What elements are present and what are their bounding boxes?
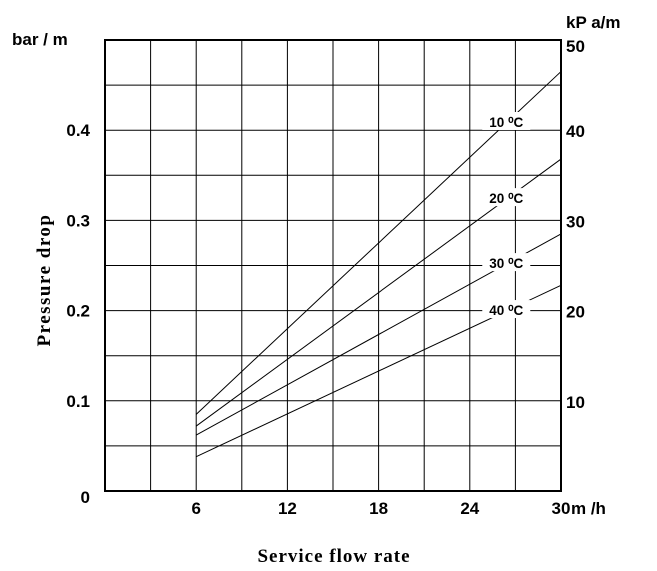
x-tick-label: 6: [191, 499, 200, 518]
y-left-tick-label: 0.4: [66, 121, 90, 140]
x-tick-label: 18: [369, 499, 388, 518]
y-left-tick-label: 0.3: [66, 211, 90, 230]
y-left-tick-label: 0: [81, 488, 90, 507]
x-unit: m /h: [571, 499, 606, 518]
x-tick-label: 30: [552, 499, 571, 518]
x-axis-label: Service flow rate: [257, 546, 410, 567]
y-right-tick-label: 10: [566, 393, 585, 412]
y-axis-label: Pressure drop: [34, 214, 55, 347]
x-tick-labels: 6 12 18 24 30: [191, 499, 570, 518]
y-left-tick-label: 0.2: [66, 302, 90, 321]
series-label: 40 ⁰C: [489, 303, 523, 318]
x-tick-label: 24: [460, 499, 479, 518]
y-right-tick-labels: 10 20 30 40 50: [566, 37, 585, 412]
series-label: 10 ⁰C: [489, 115, 523, 130]
y-left-tick-labels: 0 0.1 0.2 0.3 0.4: [66, 121, 90, 507]
series-labels: 10 ⁰C 20 ⁰C 30 ⁰C 40 ⁰C: [482, 112, 530, 318]
y-right-unit: kP a/m: [566, 13, 621, 32]
y-left-tick-label: 0.1: [66, 392, 90, 411]
x-tick-label: 12: [278, 499, 297, 518]
y-right-tick-label: 40: [566, 122, 585, 141]
y-left-unit: bar / m: [12, 30, 68, 49]
y-right-tick-label: 20: [566, 303, 585, 322]
y-right-tick-label: 30: [566, 212, 585, 231]
series-label: 20 ⁰C: [489, 191, 523, 206]
series-label: 30 ⁰C: [489, 256, 523, 271]
y-right-tick-label: 50: [566, 37, 585, 56]
